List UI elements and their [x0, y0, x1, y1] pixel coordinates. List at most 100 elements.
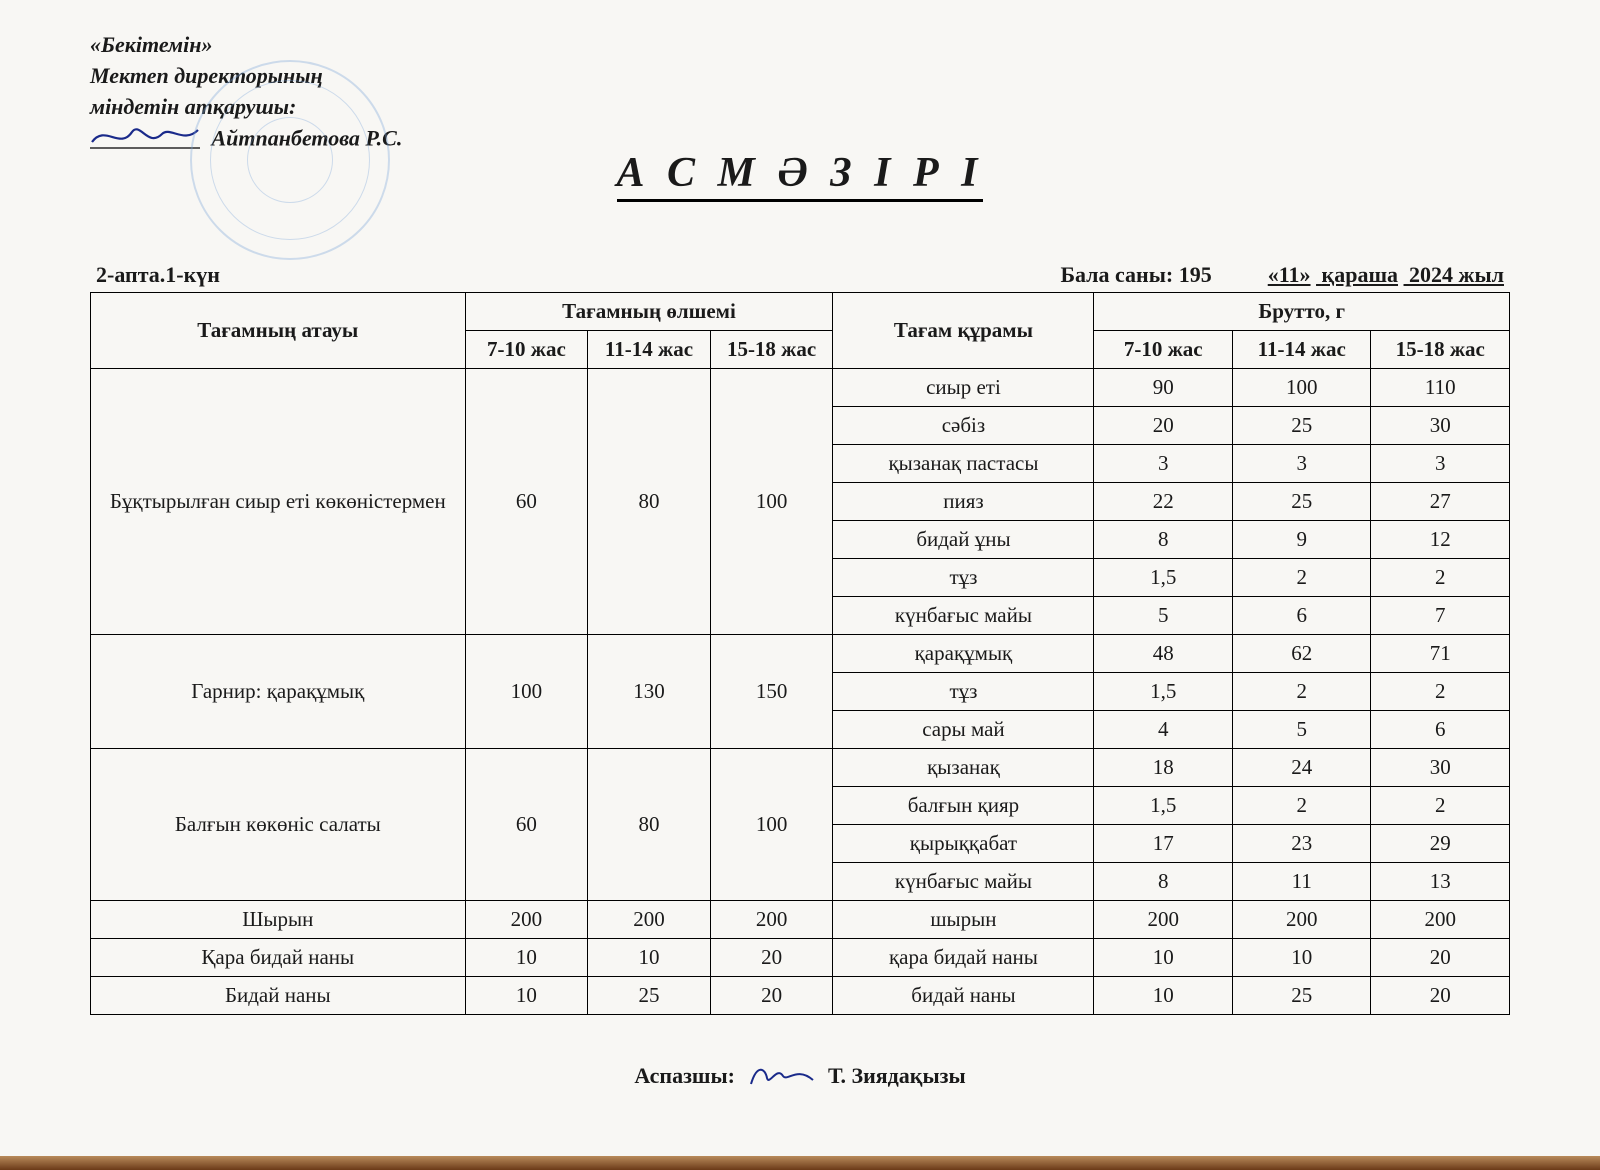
menu-table: Тағамның атауы Тағамның өлшемі Тағам құр… [90, 292, 1510, 1015]
cook-signature-icon [747, 1060, 817, 1096]
brutto-cell: 2 [1232, 787, 1370, 825]
brutto-cell: 200 [1371, 901, 1510, 939]
brutto-cell: 2 [1371, 559, 1510, 597]
meta-week-day: 2-апта.1-күн [96, 262, 1060, 288]
brutto-cell: 6 [1232, 597, 1370, 635]
brutto-cell: 25 [1232, 407, 1370, 445]
dish-name-cell: Шырын [91, 901, 466, 939]
brutto-cell: 90 [1094, 369, 1232, 407]
meta-date-day: «11» [1268, 262, 1311, 287]
brutto-cell: 11 [1232, 863, 1370, 901]
brutto-cell: 12 [1371, 521, 1510, 559]
footer-line: Аспазшы: Т. Зиядақызы [90, 1060, 1510, 1096]
ingredient-name-cell: шырын [833, 901, 1094, 939]
brutto-cell: 4 [1094, 711, 1232, 749]
brutto-cell: 1,5 [1094, 559, 1232, 597]
brutto-cell: 100 [1232, 369, 1370, 407]
brutto-cell: 25 [1232, 977, 1370, 1015]
th-age-2b: 11-14 жас [1232, 331, 1370, 369]
table-row: Бұқтырылған сиыр еті көкөністермен608010… [91, 369, 1510, 407]
ingredient-name-cell: күнбағыс майы [833, 863, 1094, 901]
ingredient-name-cell: сары май [833, 711, 1094, 749]
meta-date-year: 2024 жыл [1409, 262, 1504, 287]
brutto-cell: 48 [1094, 635, 1232, 673]
ingredient-name-cell: күнбағыс майы [833, 597, 1094, 635]
brutto-cell: 22 [1094, 483, 1232, 521]
brutto-cell: 3 [1094, 445, 1232, 483]
brutto-cell: 2 [1371, 787, 1510, 825]
brutto-cell: 1,5 [1094, 673, 1232, 711]
dish-size-cell: 200 [588, 901, 711, 939]
brutto-cell: 3 [1371, 445, 1510, 483]
th-age-3a: 15-18 жас [710, 331, 833, 369]
approval-line-3: міндетін атқарушы: [90, 92, 1510, 123]
dish-size-cell: 10 [588, 939, 711, 977]
brutto-cell: 5 [1232, 711, 1370, 749]
approval-name-line: Айтпанбетова Р.С. [90, 122, 1510, 159]
ingredient-name-cell: сәбіз [833, 407, 1094, 445]
dish-name-cell: Гарнир: қарақұмық [91, 635, 466, 749]
th-size-group: Тағамның өлшемі [465, 293, 833, 331]
table-row: Қара бидай наны101020қара бидай наны1010… [91, 939, 1510, 977]
dish-size-cell: 25 [588, 977, 711, 1015]
table-row: Бидай наны102520бидай наны102520 [91, 977, 1510, 1015]
ingredient-name-cell: балғын қияр [833, 787, 1094, 825]
ingredient-name-cell: қарақұмық [833, 635, 1094, 673]
brutto-cell: 1,5 [1094, 787, 1232, 825]
brutto-cell: 9 [1232, 521, 1370, 559]
brutto-cell: 110 [1371, 369, 1510, 407]
meta-children-label: Бала саны: [1060, 262, 1173, 287]
brutto-cell: 200 [1094, 901, 1232, 939]
approval-line-1: «Бекітемін» [90, 30, 1510, 61]
brutto-cell: 71 [1371, 635, 1510, 673]
brutto-cell: 30 [1371, 749, 1510, 787]
ingredient-name-cell: қырыққабат [833, 825, 1094, 863]
dish-size-cell: 200 [710, 901, 833, 939]
dish-size-cell: 60 [465, 369, 588, 635]
approval-name: Айтпанбетова Р.С. [212, 126, 403, 151]
th-brutto-group: Брутто, г [1094, 293, 1510, 331]
th-age-2a: 11-14 жас [588, 331, 711, 369]
dish-size-cell: 150 [710, 635, 833, 749]
meta-date-month-text: қараша [1322, 262, 1398, 287]
dish-size-cell: 20 [710, 977, 833, 1015]
meta-children-count: 195 [1179, 262, 1212, 287]
director-signature-icon [90, 122, 200, 159]
ingredient-name-cell: бидай ұны [833, 521, 1094, 559]
cook-name: Т. Зиядақызы [828, 1063, 966, 1088]
dish-size-cell: 130 [588, 635, 711, 749]
brutto-cell: 10 [1094, 939, 1232, 977]
th-age-1a: 7-10 жас [465, 331, 588, 369]
brutto-cell: 8 [1094, 863, 1232, 901]
dish-size-cell: 100 [710, 749, 833, 901]
cook-label: Аспазшы: [634, 1063, 735, 1088]
dish-size-cell: 200 [465, 901, 588, 939]
meta-children: Бала саны: 195 [1060, 262, 1211, 288]
brutto-cell: 10 [1094, 977, 1232, 1015]
dish-size-cell: 20 [710, 939, 833, 977]
th-age-1b: 7-10 жас [1094, 331, 1232, 369]
ingredient-name-cell: пияз [833, 483, 1094, 521]
dish-name-cell: Бұқтырылған сиыр еті көкөністермен [91, 369, 466, 635]
table-row: Балғын көкөніс салаты6080100қызанақ18243… [91, 749, 1510, 787]
brutto-cell: 62 [1232, 635, 1370, 673]
meta-date: «11» қараша 2024 жыл [1268, 262, 1504, 288]
dish-size-cell: 10 [465, 939, 588, 977]
table-row: Гарнир: қарақұмық100130150қарақұмық48627… [91, 635, 1510, 673]
brutto-cell: 23 [1232, 825, 1370, 863]
dish-size-cell: 80 [588, 369, 711, 635]
brutto-cell: 20 [1371, 939, 1510, 977]
approval-line-2: Мектеп директорының [90, 61, 1510, 92]
ingredient-name-cell: қара бидай наны [833, 939, 1094, 977]
brutto-cell: 20 [1371, 977, 1510, 1015]
ingredient-name-cell: бидай наны [833, 977, 1094, 1015]
brutto-cell: 8 [1094, 521, 1232, 559]
brutto-cell: 30 [1371, 407, 1510, 445]
brutto-cell: 29 [1371, 825, 1510, 863]
approval-block: «Бекітемін» Мектеп директорының міндетін… [90, 30, 1510, 159]
dish-size-cell: 60 [465, 749, 588, 901]
ingredient-name-cell: тұз [833, 673, 1094, 711]
ingredient-name-cell: қызанақ пастасы [833, 445, 1094, 483]
brutto-cell: 6 [1371, 711, 1510, 749]
dish-name-cell: Бидай наны [91, 977, 466, 1015]
